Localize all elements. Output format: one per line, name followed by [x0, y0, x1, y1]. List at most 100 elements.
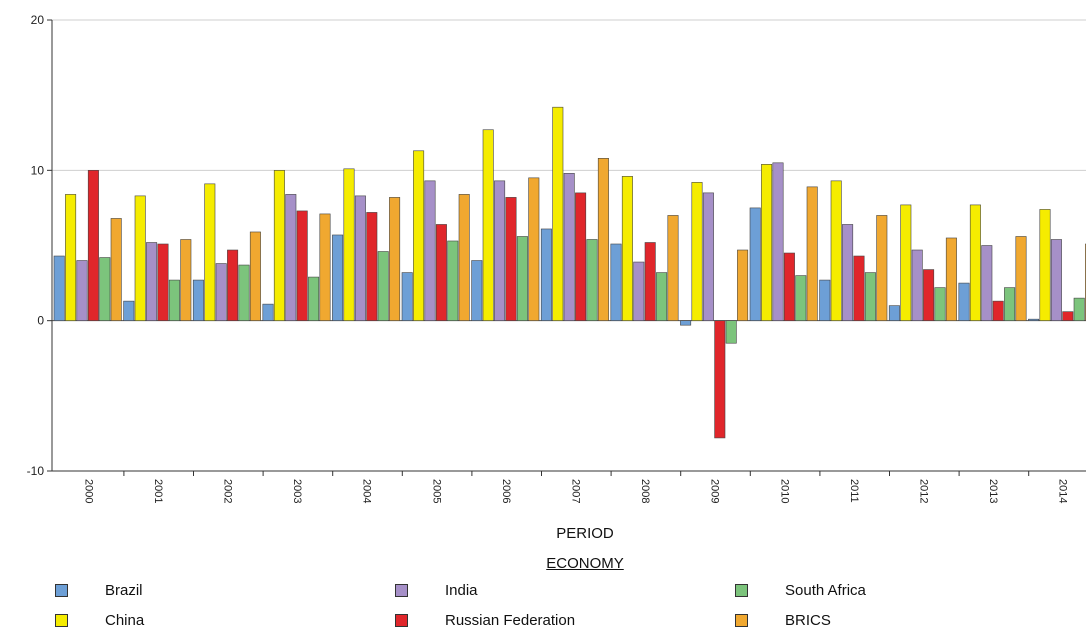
- x-tick-label: 2009: [709, 479, 721, 503]
- x-tick-label: 2011: [848, 479, 860, 503]
- bar-china-2007: [552, 106, 564, 321]
- axes: [47, 19, 1086, 476]
- bar-brics-2002: [249, 231, 261, 321]
- bar-russian-federation-2003: [296, 210, 308, 321]
- bar-brics-2013: [1015, 236, 1027, 321]
- bar-china-2014: [1039, 209, 1051, 321]
- bar-south-africa-2003: [308, 276, 320, 321]
- bar-south-africa-2005: [447, 240, 459, 321]
- legend-label: India: [445, 581, 478, 599]
- x-tick-label: 2005: [430, 479, 442, 503]
- bar-south-africa-2013: [1004, 287, 1016, 321]
- bar-india-2004: [354, 195, 366, 321]
- bar-south-africa-2014: [1073, 297, 1085, 321]
- bar-south-africa-2000: [99, 257, 111, 321]
- bar-brazil-2012: [888, 305, 900, 321]
- bar-russian-federation-2006: [505, 197, 517, 321]
- bar-india-2010: [772, 162, 784, 321]
- bar-south-africa-2011: [864, 272, 876, 321]
- bar-india-2002: [215, 263, 227, 321]
- x-axis-title: PERIOD: [556, 525, 614, 542]
- bar-brazil-2004: [332, 234, 344, 321]
- x-tick-label: 2002: [221, 479, 233, 503]
- bar-russian-federation-2014: [1062, 311, 1074, 321]
- bar-russian-federation-2005: [435, 224, 447, 321]
- bar-china-2013: [969, 204, 981, 321]
- bar-south-africa-2002: [238, 264, 250, 321]
- y-tick-labels: 20 10 0 -10: [27, 13, 45, 478]
- bar-russian-federation-2010: [783, 252, 795, 321]
- bar-india-2006: [494, 180, 506, 321]
- bar-brazil-2001: [123, 300, 135, 321]
- bar-brazil-2013: [958, 282, 970, 321]
- legend-label: South Africa: [785, 581, 866, 599]
- bar-china-2008: [621, 176, 633, 321]
- x-tick-label: 2010: [778, 479, 790, 503]
- bar-brazil-2007: [540, 228, 552, 321]
- bar-india-2005: [424, 180, 436, 321]
- bar-brics-2010: [806, 186, 818, 321]
- bar-brazil-2008: [610, 243, 622, 321]
- bar-south-africa-2004: [377, 251, 389, 321]
- x-tick-label: 2008: [639, 479, 651, 503]
- y-tick-label: 20: [31, 13, 45, 27]
- x-tick-label: 2004: [361, 479, 373, 503]
- bar-brazil-2005: [401, 272, 413, 321]
- bar-russian-federation-2000: [87, 170, 99, 321]
- y-tick-label: 0: [37, 314, 44, 328]
- bars: [53, 106, 1086, 439]
- bar-brazil-2011: [819, 279, 831, 321]
- bar-brics-2005: [458, 194, 470, 321]
- bar-brics-2003: [319, 213, 331, 321]
- legend-label: BRICS: [785, 611, 831, 629]
- legend-label: China: [105, 611, 145, 629]
- bar-brazil-2006: [471, 260, 483, 321]
- legend-swatch: [395, 583, 408, 597]
- bar-brics-2004: [389, 197, 401, 321]
- bar-south-africa-2009: [725, 320, 737, 344]
- bar-brics-2000: [110, 218, 122, 321]
- bar-russian-federation-2002: [227, 249, 239, 321]
- bar-south-africa-2012: [934, 287, 946, 321]
- bar-russian-federation-2012: [923, 269, 935, 321]
- bar-brazil-2003: [262, 303, 274, 321]
- legend-swatch: [55, 583, 68, 597]
- x-tick-label: 2012: [917, 479, 929, 503]
- legend-swatch: [735, 613, 748, 627]
- bar-china-2003: [273, 170, 285, 321]
- legend-swatch: [395, 613, 408, 627]
- legend-item-south-africa: South Africa: [735, 580, 866, 600]
- legend-item-brazil: Brazil: [55, 580, 143, 600]
- bar-russian-federation-2001: [157, 243, 169, 321]
- legend-item-india: India: [395, 580, 478, 600]
- bar-russian-federation-2009: [714, 320, 726, 439]
- bar-south-africa-2007: [586, 239, 598, 321]
- bar-china-2002: [204, 183, 216, 321]
- bar-china-2006: [482, 129, 494, 321]
- bar-india-2000: [76, 260, 88, 321]
- legend-title: ECONOMY: [546, 555, 624, 572]
- y-tick-label: 10: [31, 163, 45, 177]
- bar-china-2009: [691, 182, 703, 321]
- bar-china-2000: [65, 194, 77, 321]
- bar-india-2013: [981, 245, 993, 321]
- bar-india-2011: [842, 224, 854, 321]
- bar-india-2009: [702, 192, 714, 321]
- bar-india-2001: [146, 242, 158, 321]
- legend-label: Brazil: [105, 581, 143, 599]
- legend-swatch: [735, 583, 748, 597]
- bar-china-2004: [343, 168, 355, 321]
- bar-india-2007: [563, 173, 575, 321]
- legend-label: Russian Federation: [445, 611, 576, 629]
- y-tick-label: -10: [27, 464, 45, 478]
- x-tick-label: 2000: [82, 479, 94, 503]
- bar-brazil-2002: [192, 279, 204, 321]
- legend-item-china: China: [55, 610, 144, 630]
- bar-south-africa-2001: [168, 279, 180, 321]
- bar-china-2001: [134, 195, 146, 321]
- bar-india-2012: [911, 249, 923, 321]
- bar-brazil-2014: [1028, 318, 1040, 321]
- bar-brazil-2009: [680, 320, 692, 326]
- bar-russian-federation-2013: [992, 300, 1004, 321]
